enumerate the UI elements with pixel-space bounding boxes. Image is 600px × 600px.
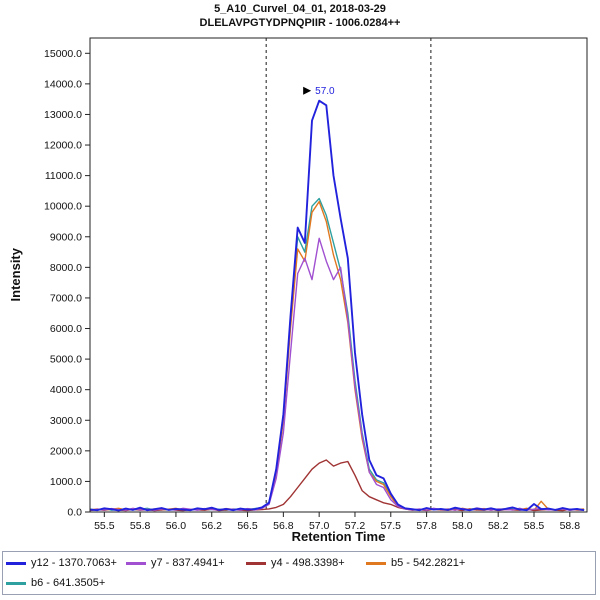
peak-rt-annotation: 57.0 bbox=[315, 86, 335, 97]
legend-label: y4 - 498.3398+ bbox=[271, 557, 345, 569]
legend-row: b6 - 641.3505+ bbox=[6, 573, 592, 593]
x-axis-label: Retention Time bbox=[291, 529, 386, 544]
x-tick-label: 55.5 bbox=[94, 520, 115, 532]
y-tick-label: 3000.0 bbox=[50, 415, 82, 427]
x-tick-label: 57.5 bbox=[381, 520, 402, 532]
series-line-b6 bbox=[89, 197, 585, 511]
series-line-y4 bbox=[89, 459, 585, 512]
y-tick-label: 5000.0 bbox=[50, 354, 82, 366]
legend-item-b6: b6 - 641.3505+ bbox=[6, 577, 118, 589]
y-tick-label: 14000.0 bbox=[44, 78, 82, 90]
legend-color-swatch bbox=[366, 561, 386, 565]
x-tick-label: 55.8 bbox=[130, 520, 151, 532]
legend-color-swatch bbox=[246, 561, 266, 565]
y-tick-label: 6000.0 bbox=[50, 323, 82, 335]
x-tick-label: 58.8 bbox=[560, 520, 581, 532]
y-tick-label: 13000.0 bbox=[44, 109, 82, 121]
legend-color-swatch bbox=[6, 561, 26, 565]
chromatogram-plot[interactable]: 55.5 55.8 56.0 56.2 56.5 56.8 57.0 57.2 57.5 57.8… bbox=[0, 0, 600, 548]
legend-item-b5: b5 - 542.2821+ bbox=[366, 557, 478, 569]
y-tick-label: 15000.0 bbox=[44, 48, 82, 60]
peak-arrow-icon bbox=[303, 86, 312, 95]
chart-title: 5_A10_Curvel_04_01, 2018-03-29 bbox=[214, 3, 386, 15]
legend-item-y7: y7 - 837.4941+ bbox=[126, 557, 238, 569]
y-tick-label: 0.0 bbox=[67, 507, 82, 519]
plot-frame bbox=[89, 37, 588, 513]
x-tick-label: 56.5 bbox=[237, 520, 258, 532]
x-tick-label: 57.2 bbox=[345, 520, 366, 532]
legend-item-y12: y12 - 1370.7063+ bbox=[6, 557, 118, 569]
y-tick-label: 8000.0 bbox=[50, 262, 82, 274]
y-tick-label: 12000.0 bbox=[44, 140, 82, 152]
y-tick-label: 9000.0 bbox=[50, 231, 82, 243]
y-axis-label: Intensity bbox=[7, 248, 23, 302]
x-tick-label: 58.0 bbox=[452, 520, 473, 532]
legend-label: y12 - 1370.7063+ bbox=[31, 557, 117, 569]
x-tick-label: 58.5 bbox=[524, 520, 545, 532]
y-axis-label-wrap: Intensity bbox=[6, 38, 24, 512]
x-tick-label: 57.0 bbox=[309, 520, 330, 532]
legend-row: y12 - 1370.7063+ y7 - 837.4941+ y4 - 498.3… bbox=[6, 553, 592, 573]
series-line-y7 bbox=[89, 237, 585, 511]
x-tick-label: 58.2 bbox=[488, 520, 509, 532]
legend-item-y4: y4 - 498.3398+ bbox=[246, 557, 358, 569]
x-tick-label: 56.2 bbox=[202, 520, 223, 532]
y-tick-label: 4000.0 bbox=[50, 384, 82, 396]
series-line-y12 bbox=[89, 99, 585, 512]
legend-color-swatch bbox=[126, 561, 146, 565]
x-tick-label: 56.8 bbox=[273, 520, 294, 532]
y-tick-label: 10000.0 bbox=[44, 201, 82, 213]
legend-label: y7 - 837.4941+ bbox=[151, 557, 225, 569]
legend-label: b6 - 641.3505+ bbox=[31, 577, 106, 589]
y-tick-label: 11000.0 bbox=[45, 170, 82, 182]
legend-color-swatch bbox=[6, 581, 26, 585]
legend: y12 - 1370.7063+ y7 - 837.4941+ y4 - 498.3… bbox=[2, 551, 596, 595]
x-tick-label: 57.8 bbox=[416, 520, 437, 532]
x-tick-label: 56.0 bbox=[166, 520, 187, 532]
y-tick-label: 7000.0 bbox=[50, 292, 82, 304]
chart-subtitle: DLELAVPGTYDPNQPIIR - 1006.0284++ bbox=[199, 16, 401, 29]
y-tick-label: 1000.0 bbox=[50, 476, 82, 488]
chart-title-block: 5_A10_Curvel_04_01, 2018-03-29 DLELAVPGT… bbox=[0, 3, 600, 31]
legend-label: b5 - 542.2821+ bbox=[391, 557, 466, 569]
y-tick-label: 2000.0 bbox=[50, 445, 82, 457]
